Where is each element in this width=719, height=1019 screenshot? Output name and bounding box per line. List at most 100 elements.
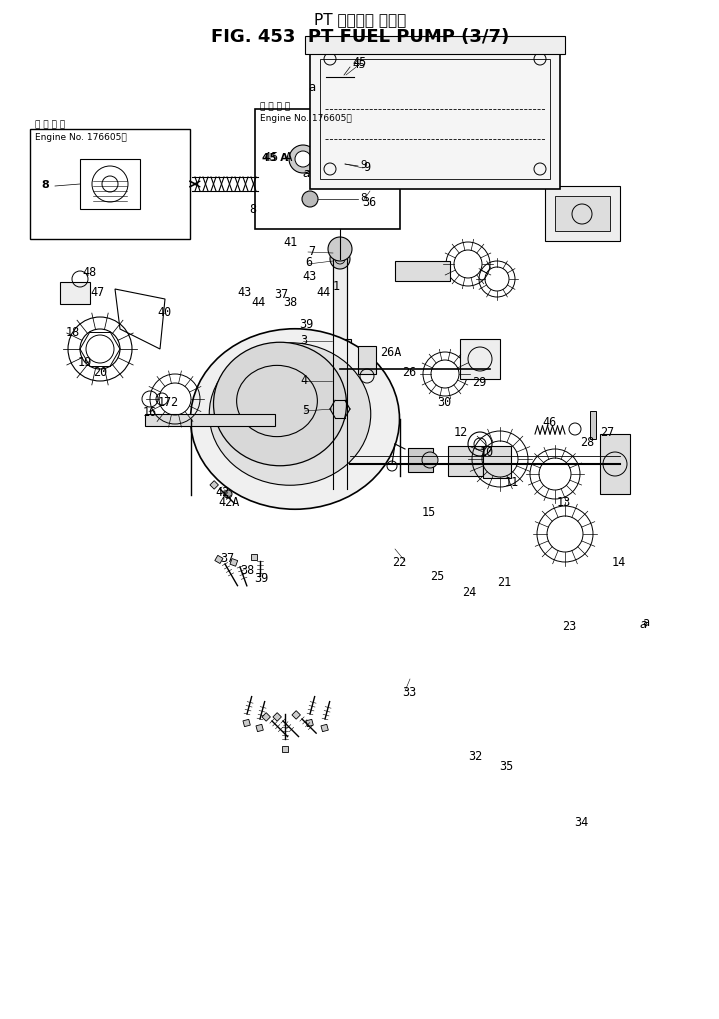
Text: 30: 30 bbox=[437, 395, 452, 408]
Text: 21: 21 bbox=[497, 575, 511, 588]
Bar bbox=[408, 448, 433, 473]
Ellipse shape bbox=[209, 343, 371, 486]
Text: 2: 2 bbox=[170, 396, 177, 409]
Text: 43: 43 bbox=[302, 270, 316, 283]
Text: 42: 42 bbox=[215, 485, 229, 498]
Bar bbox=[292, 711, 301, 719]
Text: 8: 8 bbox=[41, 179, 49, 190]
Text: 15: 15 bbox=[422, 505, 436, 518]
Text: 44: 44 bbox=[316, 285, 330, 299]
Text: 16: 16 bbox=[143, 406, 157, 418]
Text: a: a bbox=[642, 614, 649, 628]
Text: 24: 24 bbox=[462, 585, 476, 598]
Text: 41: 41 bbox=[283, 235, 297, 249]
Text: 8: 8 bbox=[360, 193, 367, 203]
Text: 7: 7 bbox=[308, 245, 315, 257]
Bar bbox=[230, 559, 238, 567]
Text: 33: 33 bbox=[402, 685, 416, 698]
Bar bbox=[256, 725, 263, 732]
Text: 37: 37 bbox=[220, 551, 234, 564]
Bar bbox=[145, 415, 275, 427]
Text: a: a bbox=[308, 81, 315, 94]
Text: 42A: 42A bbox=[218, 495, 239, 508]
Bar bbox=[600, 434, 630, 494]
Text: 45 A: 45 A bbox=[262, 153, 288, 163]
Bar bbox=[545, 186, 620, 242]
Text: 23: 23 bbox=[562, 620, 576, 633]
Text: FIG. 453  PT FUEL PUMP (3/7): FIG. 453 PT FUEL PUMP (3/7) bbox=[211, 28, 509, 46]
Text: 36: 36 bbox=[362, 196, 376, 208]
Bar bbox=[358, 346, 376, 375]
Text: Engine No. 176605～: Engine No. 176605～ bbox=[35, 132, 127, 142]
Circle shape bbox=[302, 192, 318, 208]
Circle shape bbox=[289, 146, 317, 174]
Text: 38: 38 bbox=[240, 562, 255, 576]
Ellipse shape bbox=[191, 329, 400, 510]
Text: 40: 40 bbox=[157, 306, 171, 318]
Bar bbox=[243, 719, 250, 727]
Text: 20: 20 bbox=[93, 365, 107, 378]
Text: 5: 5 bbox=[302, 404, 309, 416]
Text: 8: 8 bbox=[249, 203, 256, 215]
Bar bbox=[60, 282, 90, 305]
Text: 46: 46 bbox=[542, 415, 557, 428]
Text: 26A: 26A bbox=[380, 345, 401, 358]
Circle shape bbox=[330, 250, 350, 270]
Bar bbox=[483, 446, 511, 479]
Text: 45 A: 45 A bbox=[264, 151, 293, 163]
Text: 37: 37 bbox=[274, 287, 288, 301]
Bar bbox=[329, 339, 351, 399]
Bar bbox=[321, 725, 329, 732]
Circle shape bbox=[295, 152, 311, 168]
Bar bbox=[305, 37, 565, 55]
Text: 13: 13 bbox=[557, 495, 572, 508]
Text: a: a bbox=[639, 618, 647, 631]
Text: 9: 9 bbox=[360, 160, 367, 170]
Bar bbox=[590, 412, 596, 439]
Text: 22: 22 bbox=[392, 555, 406, 568]
Text: 45: 45 bbox=[352, 60, 365, 70]
Text: 35: 35 bbox=[499, 760, 513, 772]
Circle shape bbox=[322, 42, 358, 77]
Text: 3: 3 bbox=[300, 333, 307, 346]
Text: 25: 25 bbox=[430, 570, 444, 583]
Text: 適 用 号 機: 適 用 号 機 bbox=[35, 120, 65, 129]
Text: 17: 17 bbox=[158, 395, 173, 408]
Text: 9: 9 bbox=[363, 160, 370, 173]
Bar bbox=[310, 40, 560, 190]
Text: Engine No. 176605～: Engine No. 176605～ bbox=[260, 113, 352, 122]
Circle shape bbox=[328, 237, 352, 262]
Text: 10: 10 bbox=[480, 445, 494, 459]
Text: a: a bbox=[302, 166, 310, 179]
Text: 26: 26 bbox=[402, 365, 416, 378]
Bar bbox=[320, 60, 550, 179]
Circle shape bbox=[224, 490, 232, 498]
Text: 32: 32 bbox=[468, 750, 482, 763]
Bar bbox=[448, 446, 483, 477]
Text: 43: 43 bbox=[237, 285, 251, 299]
Text: 48: 48 bbox=[82, 265, 96, 278]
Text: 34: 34 bbox=[574, 815, 588, 827]
Bar bbox=[255, 110, 400, 229]
Ellipse shape bbox=[214, 343, 347, 467]
Bar bbox=[555, 197, 610, 231]
Text: 39: 39 bbox=[299, 317, 313, 330]
Text: 6: 6 bbox=[305, 256, 312, 269]
Text: 38: 38 bbox=[283, 296, 297, 308]
Bar bbox=[273, 713, 281, 721]
Text: 1: 1 bbox=[333, 280, 340, 293]
Bar bbox=[306, 719, 313, 727]
Bar bbox=[262, 713, 270, 721]
Text: 適 用 号 機: 適 用 号 機 bbox=[260, 102, 290, 111]
Text: 14: 14 bbox=[612, 555, 626, 568]
Bar bbox=[215, 555, 223, 564]
Bar bbox=[210, 481, 219, 490]
Text: 27: 27 bbox=[600, 425, 614, 438]
Text: 18: 18 bbox=[66, 325, 81, 338]
Text: 29: 29 bbox=[472, 375, 486, 388]
Text: 11: 11 bbox=[505, 475, 519, 488]
Text: 44: 44 bbox=[251, 296, 265, 308]
Text: 28: 28 bbox=[580, 435, 594, 448]
Bar bbox=[80, 160, 140, 210]
Text: PT フュエル ポンプ: PT フュエル ポンプ bbox=[314, 12, 406, 28]
